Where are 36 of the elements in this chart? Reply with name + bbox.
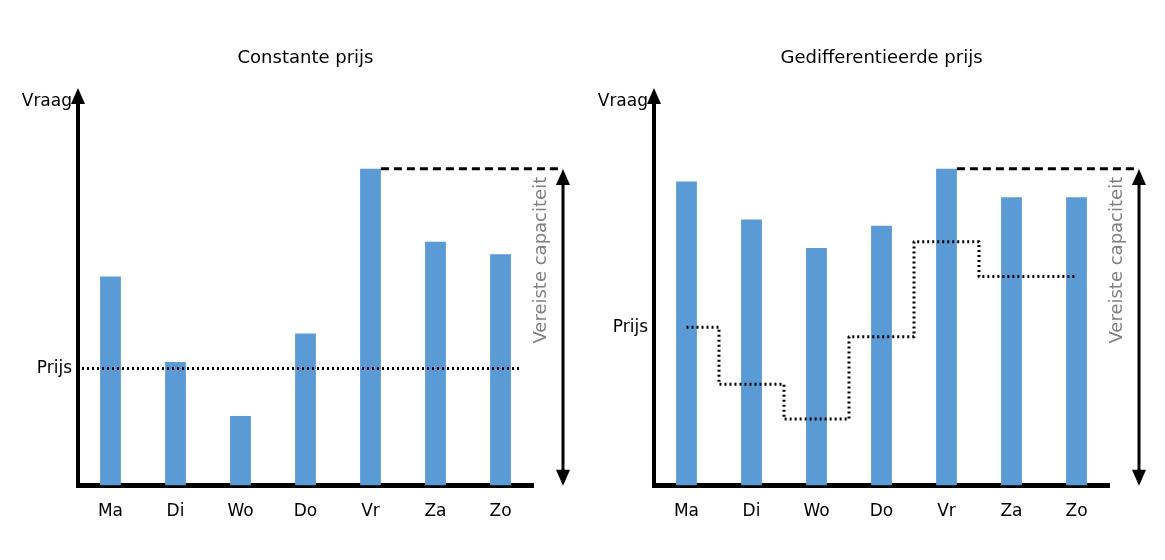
bar (425, 241, 446, 486)
x-tick-label: Di (166, 500, 185, 521)
x-tick-label: Vr (937, 500, 956, 521)
bar (806, 248, 827, 486)
ref-line-label: Vereiste capaciteit (1104, 176, 1126, 344)
bar (490, 254, 511, 486)
x-tick-label: Do (293, 500, 318, 521)
x-tick-label: Zo (1065, 500, 1088, 521)
x-tick-label: Za (424, 500, 447, 521)
bar (676, 181, 697, 486)
text: Prijs (612, 315, 649, 336)
bar (1066, 197, 1087, 486)
bar (1001, 197, 1022, 486)
ref-line-label: Vereiste capaciteit (528, 176, 550, 344)
bar (936, 168, 957, 486)
chart-title: Gedifferentieerde prijs (780, 46, 983, 68)
y-axis-title: Vraag (21, 90, 72, 111)
bar (230, 415, 251, 486)
x-tick-label: Ma (673, 500, 700, 521)
x-tick-label: Za (1000, 500, 1023, 521)
bar (100, 276, 121, 486)
bar (295, 333, 316, 486)
bar (165, 362, 186, 486)
bar (871, 225, 892, 486)
x-tick-label: Wo (803, 500, 830, 521)
x-tick-label: Di (742, 500, 761, 521)
x-tick-label: Wo (227, 500, 254, 521)
chart-title: Constante prijs (237, 46, 374, 68)
bar (741, 219, 762, 486)
bar (360, 168, 381, 486)
y-axis-title: Vraag (597, 90, 648, 111)
x-tick-label: Zo (489, 500, 512, 521)
ref-line-label: Prijs (36, 356, 73, 377)
x-tick-label: Do (869, 500, 894, 521)
x-tick-label: Ma (97, 500, 124, 521)
x-tick-label: Vr (361, 500, 380, 521)
